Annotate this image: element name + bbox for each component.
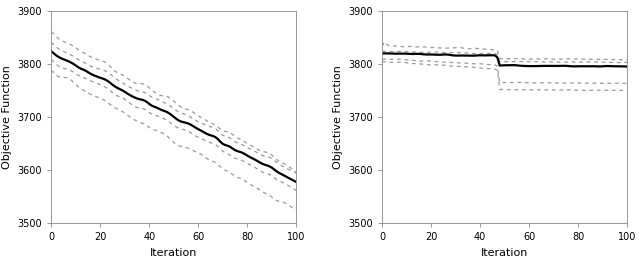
X-axis label: Iteration: Iteration	[150, 248, 198, 258]
X-axis label: Iteration: Iteration	[481, 248, 529, 258]
Y-axis label: Objective Function: Objective Function	[2, 65, 12, 169]
Y-axis label: Objective Function: Objective Function	[333, 65, 343, 169]
